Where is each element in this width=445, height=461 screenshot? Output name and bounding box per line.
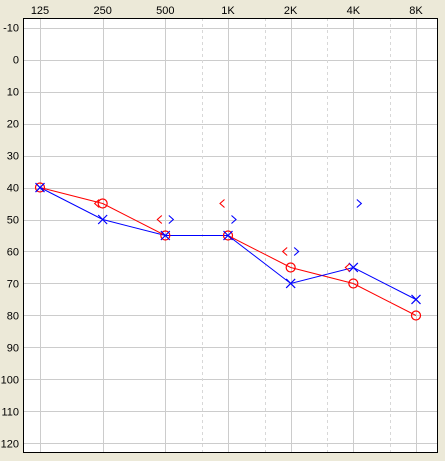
bracket-left-marker [156, 215, 163, 224]
y-tick-label: 10 [7, 87, 19, 99]
y-tick-label: 20 [7, 119, 19, 131]
cross-marker [285, 278, 296, 289]
plot-area [23, 18, 438, 453]
x-tick-label: 4K [347, 5, 361, 17]
bracket-right-marker [231, 215, 237, 224]
y-tick-label: 40 [7, 183, 19, 195]
y-tick-label: 0 [13, 55, 19, 67]
plot-border [23, 18, 438, 453]
cross-marker [411, 294, 421, 305]
cross-marker [223, 230, 233, 241]
y-tick-label: -10 [3, 23, 19, 35]
x-tick-label: 250 [93, 5, 111, 17]
bracket-left-marker [93, 199, 100, 208]
x-tick-label: 500 [156, 5, 174, 17]
circle-marker [285, 262, 296, 273]
circle-marker [410, 310, 422, 321]
y-tick-label: 30 [7, 151, 19, 163]
y-tick-label: 120 [1, 438, 19, 450]
bracket-left-marker [344, 263, 351, 272]
y-tick-label: 60 [7, 246, 19, 258]
cross-marker [348, 262, 359, 273]
y-tick-label: 90 [7, 342, 19, 354]
y-tick-label: 100 [1, 374, 19, 386]
x-tick-label: 125 [31, 5, 49, 17]
circle-marker [97, 198, 108, 209]
x-tick-label: 2K [284, 5, 298, 17]
bracket-right-marker [356, 199, 363, 208]
bracket-right-marker [293, 247, 300, 256]
y-tick-labels: -10 0 10 20 30 40 50 60 70 80 90 100 110 120 [1, 23, 19, 451]
bracket-right-marker [168, 215, 175, 224]
y-tick-label: 80 [7, 310, 19, 322]
circle-marker [160, 230, 171, 241]
y-tick-label: 70 [7, 278, 19, 290]
cross-marker [35, 182, 45, 193]
circle-marker [222, 230, 234, 241]
circle-marker [348, 278, 359, 289]
y-tick-label: 110 [1, 406, 19, 418]
cross-marker [97, 214, 108, 225]
x-tick-label: 8K [409, 5, 423, 17]
y-tick-label: 50 [7, 215, 19, 227]
bracket-left-marker [219, 199, 225, 208]
cross-marker [160, 230, 171, 241]
x-tick-label: 1K [221, 5, 235, 17]
series-markers [34, 182, 422, 321]
circle-marker [34, 182, 46, 193]
x-tick-labels: 125 250 500 1K 2K 4K 8K [31, 5, 424, 17]
bracket-left-marker [281, 247, 288, 256]
